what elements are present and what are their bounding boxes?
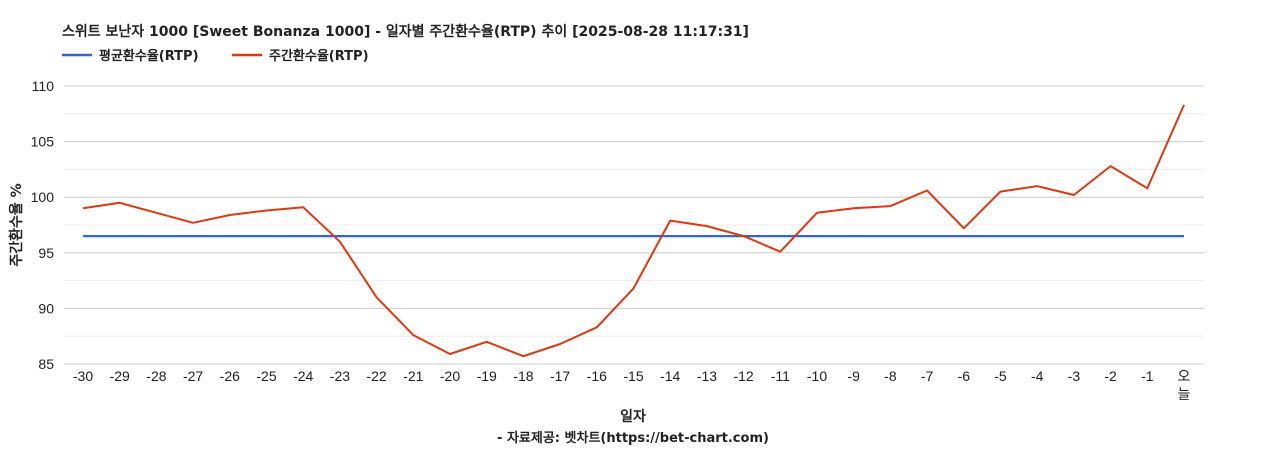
legend: 평균환수율(RTP) 주간환수율(RTP) xyxy=(62,48,369,64)
x-tick-label: -9 xyxy=(847,368,860,384)
y-tick-label: 100 xyxy=(31,189,55,205)
data-source-note: - 자료제공: 벳차트(https://bet-chart.com) xyxy=(497,430,769,446)
x-tick-label: -23 xyxy=(330,368,350,384)
x-tick-label: -17 xyxy=(550,368,570,384)
x-tick-label: -26 xyxy=(220,368,240,384)
x-tick-label: -13 xyxy=(697,368,717,384)
gridlines xyxy=(64,85,1204,365)
x-tick-label: -6 xyxy=(958,368,971,384)
y-axis-title: 주간환수율 % xyxy=(8,183,25,266)
x-tick-label: -16 xyxy=(587,368,607,384)
x-tick-label: -29 xyxy=(110,368,130,384)
x-tick-label: -21 xyxy=(403,368,423,384)
x-tick-label: -18 xyxy=(513,368,533,384)
series-line-weekly-rtp xyxy=(82,104,1185,358)
x-tick-label: -4 xyxy=(1031,368,1044,384)
x-axis-title: 일자 xyxy=(620,409,646,425)
x-tick-label: -27 xyxy=(183,368,203,384)
x-tick-label: -7 xyxy=(921,368,934,384)
x-tick-label: -10 xyxy=(807,368,827,384)
x-tick-label: -1 xyxy=(1141,368,1154,384)
chart-title: 스위트 보난자 1000 [Sweet Bonanza 1000] - 일자별 … xyxy=(62,23,749,40)
x-axis-ticks: -30 -29 -28 -27 -26 -25 -24 -23 -22 -21 -20 -19 -18 -… xyxy=(73,368,1191,402)
x-tick-label: -8 xyxy=(884,368,897,384)
x-tick-label: -19 xyxy=(477,368,497,384)
x-tick-label: -25 xyxy=(256,368,276,384)
x-tick-label: -28 xyxy=(146,368,166,384)
y-tick-label: 110 xyxy=(32,78,55,94)
x-tick-label: -5 xyxy=(994,368,1007,384)
x-tick-label: -3 xyxy=(1068,368,1081,384)
x-tick-label: -14 xyxy=(660,368,680,384)
x-tick-label: -11 xyxy=(771,368,790,384)
x-tick-label: -20 xyxy=(440,368,460,384)
y-tick-label: 90 xyxy=(38,300,54,316)
y-tick-label: 95 xyxy=(38,245,54,261)
y-tick-label: 105 xyxy=(31,134,55,150)
series-lines xyxy=(82,104,1185,358)
y-axis-ticks: 85 90 95 100 105 110 xyxy=(31,78,55,372)
legend-label-average: 평균환수율(RTP) xyxy=(99,48,199,64)
x-tick-label: -12 xyxy=(733,368,753,384)
x-tick-label: -22 xyxy=(366,368,386,384)
x-tick-label: -2 xyxy=(1104,368,1117,384)
x-tick-label: -30 xyxy=(73,368,93,384)
y-tick-label: 85 xyxy=(38,356,54,372)
legend-label-weekly: 주간환수율(RTP) xyxy=(269,48,369,64)
x-tick-label: -24 xyxy=(293,368,313,384)
x-tick-label: -15 xyxy=(623,368,643,384)
